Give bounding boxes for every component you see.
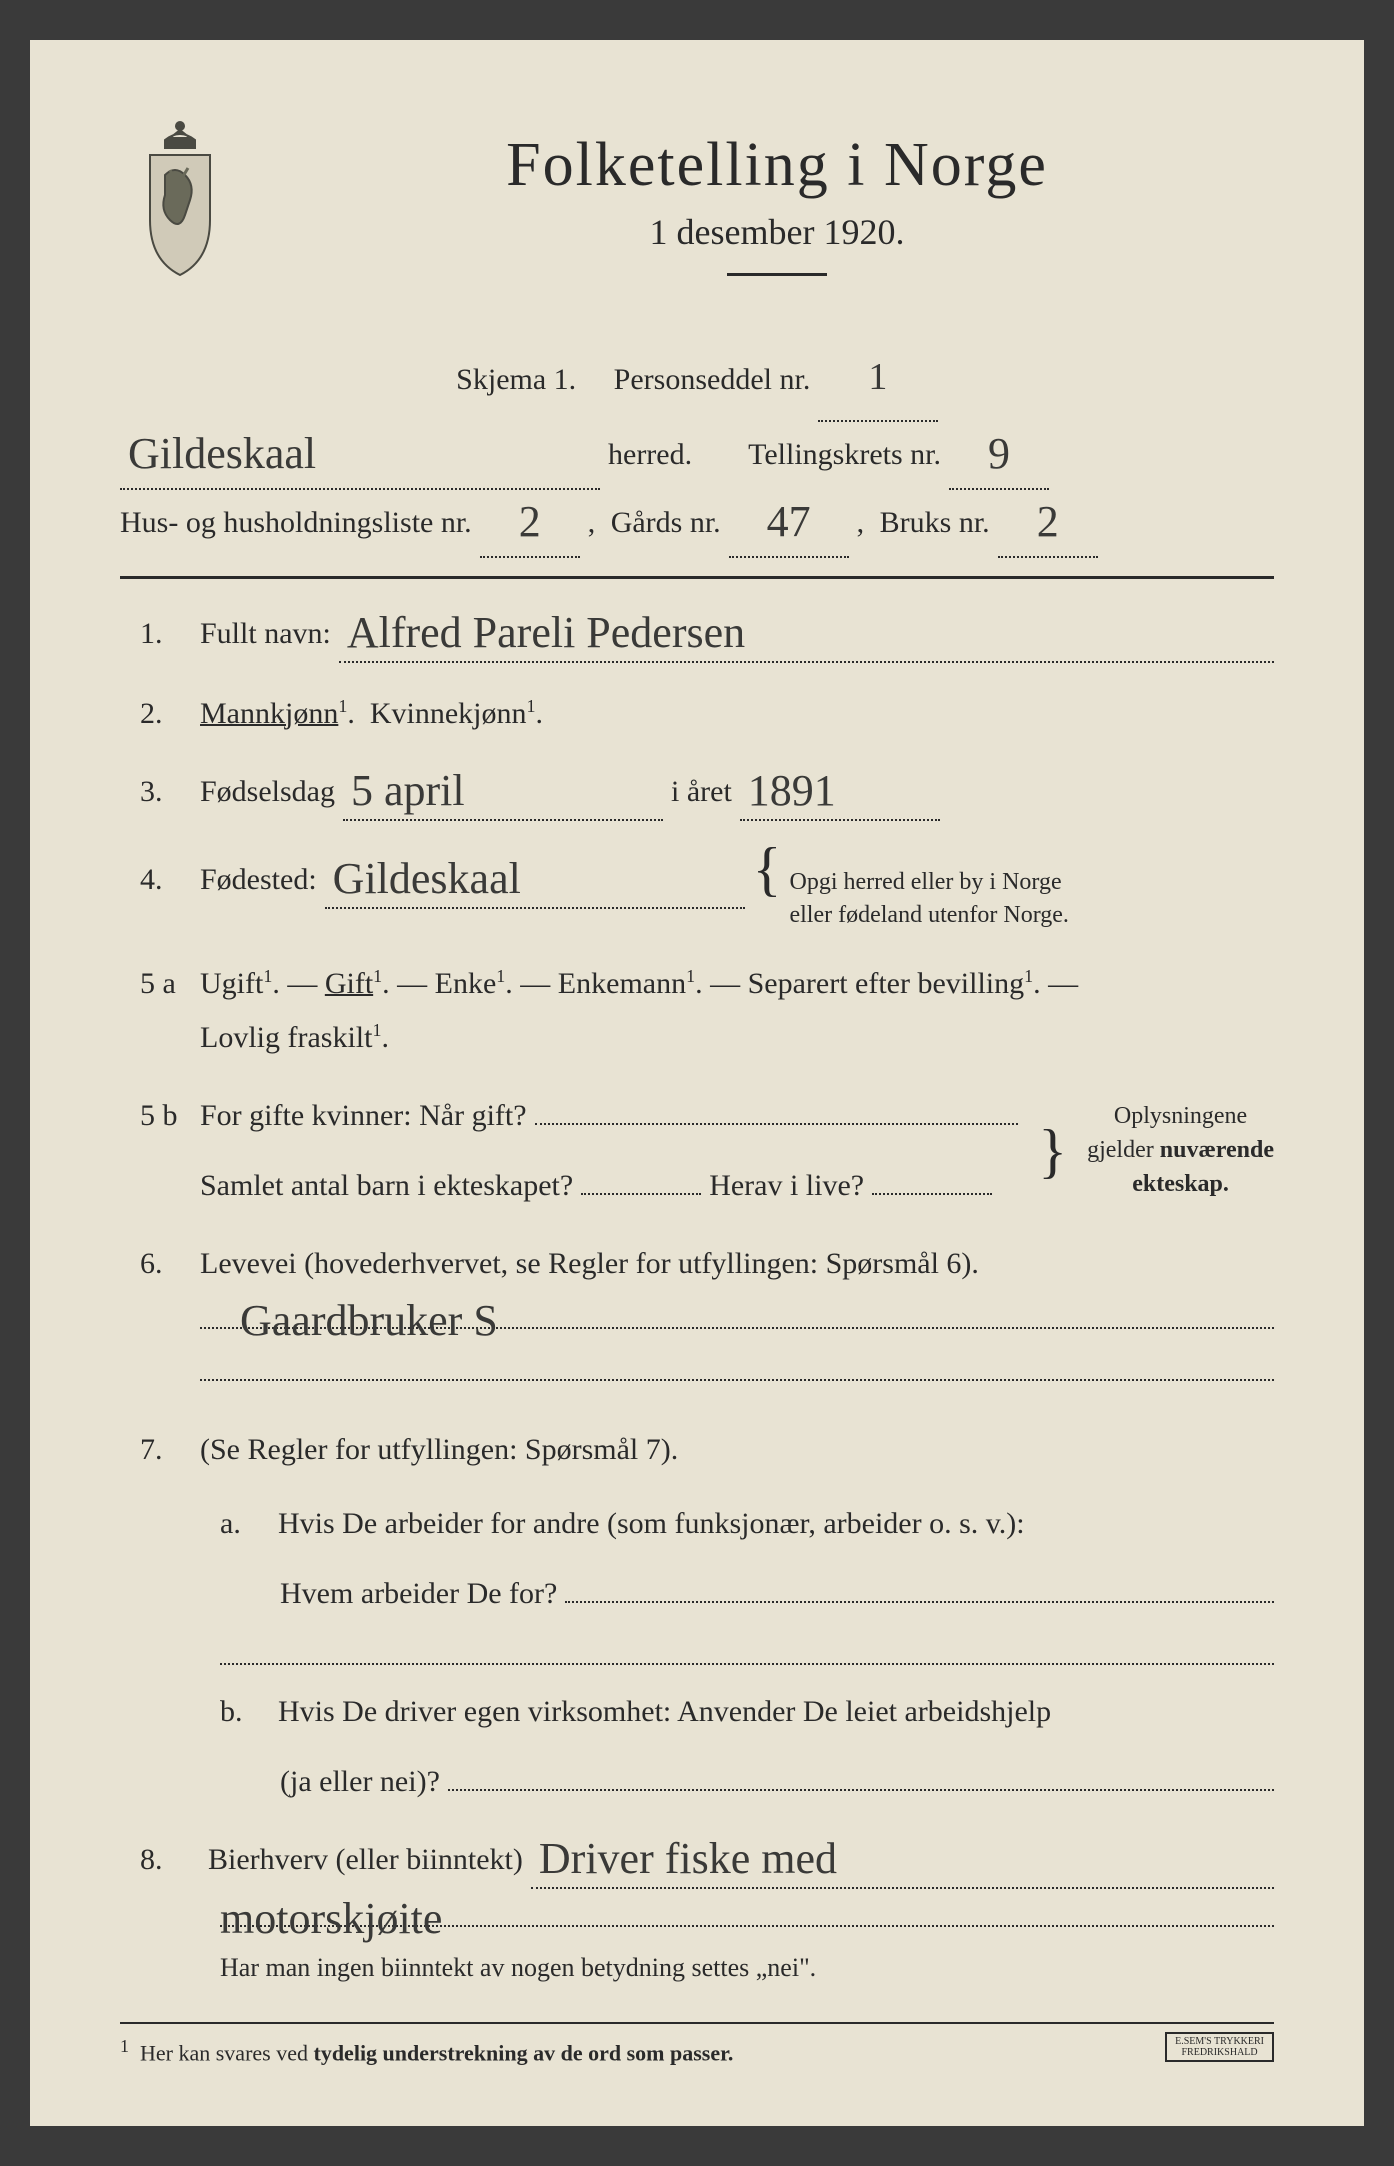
herred-name: Gildeskaal	[128, 432, 316, 476]
q5b-label1: For gifte kvinner: Når gift?	[200, 1089, 527, 1143]
q5b-label2: Samlet antal barn i ekteskapet?	[200, 1159, 573, 1213]
q2-num: 2.	[120, 687, 200, 741]
q3-year-label: i året	[671, 765, 732, 819]
q7a-text1: Hvis De arbeider for andre (som funksjon…	[278, 1497, 1025, 1551]
husliste-label: Hus- og husholdningsliste nr.	[120, 490, 472, 556]
q5b-label3: Herav i live?	[709, 1159, 864, 1213]
q7a-text2: Hvem arbeider De for?	[280, 1567, 557, 1621]
census-form-page: Folketelling i Norge 1 desember 1920. Sk…	[30, 40, 1364, 2126]
q7b-text2: (ja eller nei)?	[280, 1755, 440, 1809]
q5a-ugift: Ugift	[200, 967, 263, 1000]
personseddel-value: 1	[818, 336, 938, 422]
q3-row: 3. Fødselsdag 5 april i året 1891	[120, 765, 1274, 821]
q8-num: 8.	[120, 1833, 200, 1887]
q5a-enkemann: Enkemann	[558, 967, 686, 1000]
husliste-line: Hus- og husholdningsliste nr. 2 , Gårds …	[120, 490, 1274, 558]
title-divider	[727, 273, 827, 276]
brace-icon: {	[753, 845, 782, 893]
q4-label: Fødested:	[200, 853, 317, 907]
q1-row: 1. Fullt navn: Alfred Pareli Pedersen	[120, 607, 1274, 663]
gards-label: Gårds nr.	[611, 490, 721, 556]
personseddel-label: Personseddel nr.	[614, 363, 811, 396]
q3-year: 1891	[748, 769, 836, 813]
q1-value: Alfred Pareli Pedersen	[347, 611, 745, 655]
footnote: 1 Her kan svares ved tydelig understrekn…	[120, 2022, 1274, 2066]
q4-note: Opgi herred eller by i Norge eller fødel…	[789, 866, 1068, 933]
q7-label: (Se Regler for utfyllingen: Spørsmål 7).	[200, 1433, 678, 1466]
q2-kvinne: Kvinnekjønn	[370, 697, 527, 730]
q5b-row: 5 b For gifte kvinner: Når gift? Samlet …	[120, 1089, 1274, 1213]
q7-num: 7.	[120, 1423, 200, 1477]
herred-line: Gildeskaal herred. Tellingskrets nr. 9	[120, 422, 1274, 490]
tellingskrets-value: 9	[988, 432, 1010, 476]
q2-mann: Mannkjønn	[200, 697, 338, 730]
q4-value: Gildeskaal	[333, 857, 521, 901]
tellingskrets-label: Tellingskrets nr.	[748, 422, 941, 488]
skjema-label: Skjema 1.	[456, 363, 576, 396]
q2-row: 2. Mannkjønn1. Kvinnekjønn1.	[120, 687, 1274, 741]
bruks-value: 2	[1037, 500, 1059, 544]
herred-label: herred.	[608, 422, 692, 488]
q6-row: 6. Levevei (hovederhvervet, se Regler fo…	[120, 1237, 1274, 1399]
q8-label: Bierhverv (eller biinntekt)	[208, 1833, 523, 1887]
q5a-fraskilt: Lovlig fraskilt	[200, 1021, 372, 1054]
q4-num: 4.	[120, 853, 200, 907]
q3-label: Fødselsdag	[200, 765, 335, 819]
q5b-num: 5 b	[120, 1089, 200, 1143]
q6-num: 6.	[120, 1237, 200, 1291]
q1-num: 1.	[120, 607, 200, 661]
q5a-row: 5 a Ugift1. — Gift1. — Enke1. — Enkemann…	[120, 957, 1274, 1065]
q5a-separert: Separert efter bevilling	[748, 967, 1025, 1000]
q6-value: Gaardbruker S	[240, 1299, 498, 1343]
printer-mark: E.SEM'S TRYKKERI FREDRIKSHALD	[1165, 2032, 1274, 2062]
skjema-line: Skjema 1. Personseddel nr. 1	[120, 336, 1274, 422]
q3-num: 3.	[120, 765, 200, 819]
header: Folketelling i Norge 1 desember 1920.	[120, 120, 1274, 306]
q8-row: 8. Bierhverv (eller biinntekt) Driver fi…	[120, 1833, 1274, 1992]
q8-note: Har man ingen biinntekt av nogen betydni…	[220, 1945, 1274, 1992]
q5a-gift: Gift	[325, 967, 373, 1000]
title-block: Folketelling i Norge 1 desember 1920.	[280, 120, 1274, 306]
brace-icon: }	[1038, 1127, 1067, 1175]
q3-day: 5 april	[351, 769, 465, 813]
q1-label: Fullt navn:	[200, 607, 331, 661]
q7a-label: a.	[220, 1497, 270, 1551]
subtitle: 1 desember 1920.	[280, 211, 1274, 253]
coat-of-arms-icon	[120, 120, 240, 280]
q5a-num: 5 a	[120, 957, 200, 1011]
husliste-value: 2	[519, 500, 541, 544]
q6-label: Levevei (hovederhvervet, se Regler for u…	[200, 1247, 979, 1280]
q5a-enke: Enke	[435, 967, 497, 1000]
section-divider	[120, 576, 1274, 579]
q7b-label: b.	[220, 1685, 270, 1739]
gards-value: 47	[767, 500, 811, 544]
main-title: Folketelling i Norge	[280, 130, 1274, 201]
q8-value2: motorskjøite	[220, 1897, 442, 1941]
q7-row: 7. (Se Regler for utfyllingen: Spørsmål …	[120, 1423, 1274, 1809]
bruks-label: Bruks nr.	[880, 490, 990, 556]
q8-value1: Driver fiske med	[539, 1837, 837, 1881]
q5b-note: Oplysningene gjelder nuværende ekteskap.	[1087, 1100, 1274, 1201]
q4-row: 4. Fødested: Gildeskaal { Opgi herred el…	[120, 845, 1274, 933]
q7b-text1: Hvis De driver egen virksomhet: Anvender…	[278, 1685, 1051, 1739]
